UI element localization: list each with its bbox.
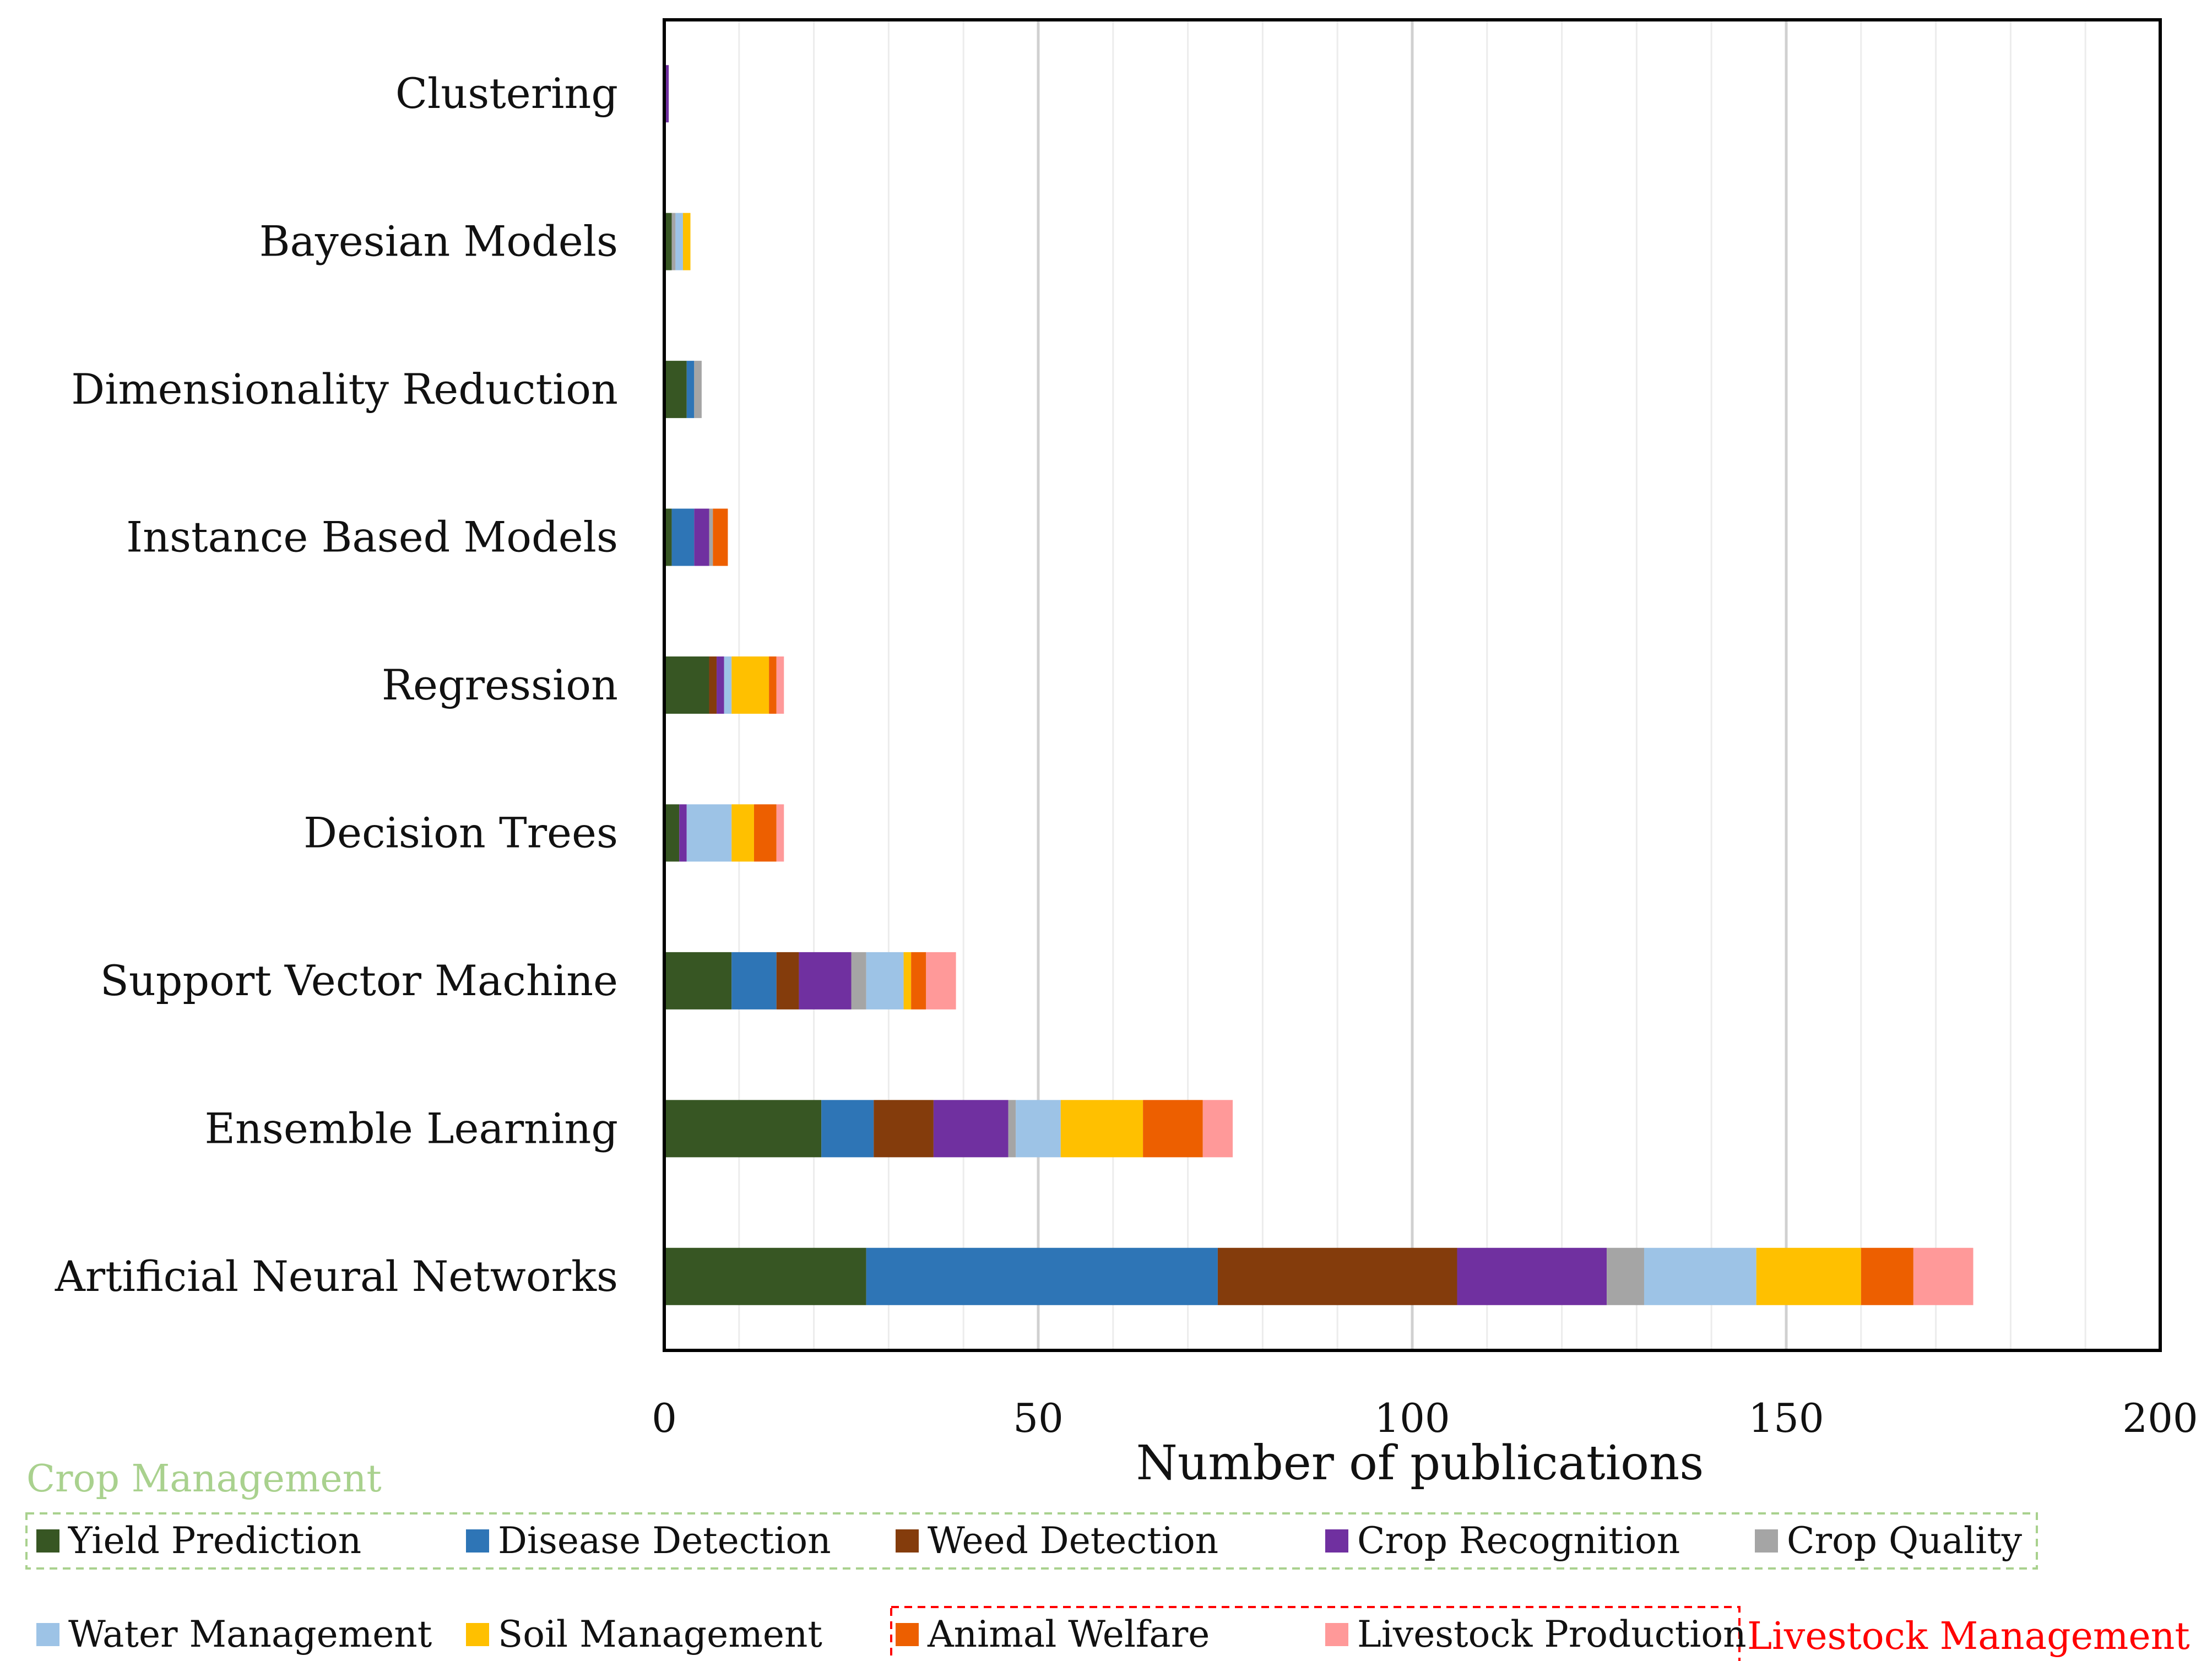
- legend-label-animal-welfare: Animal Welfare: [927, 1613, 1210, 1655]
- bar-bayesian-models-yield-prediction: [664, 213, 672, 270]
- bar-support-vector-machine-disease-detection: [731, 952, 777, 1009]
- category-label: Ensemble Learning: [205, 1104, 619, 1153]
- bar-instance-based-models-crop-quality: [709, 508, 713, 566]
- bar-support-vector-machine-yield-prediction: [664, 952, 732, 1009]
- legend-group-frame-livestock-management: [890, 1606, 1741, 1661]
- legend-group-label-livestock-management: Livestock Management: [1747, 1615, 2190, 1658]
- bar-artificial-neural-networks-soil-management: [1756, 1247, 1861, 1305]
- bar-artificial-neural-networks-disease-detection: [866, 1247, 1218, 1305]
- bar-decision-trees-animal-welfare: [753, 804, 777, 862]
- bar-artificial-neural-networks-weed-detection: [1217, 1247, 1457, 1305]
- bar-instance-based-models-crop-recognition: [694, 508, 709, 566]
- bar-artificial-neural-networks-yield-prediction: [664, 1247, 866, 1305]
- legend-label-disease-detection: Disease Detection: [498, 1519, 831, 1562]
- legend-swatch-yield-prediction: [36, 1529, 59, 1553]
- bar-bayesian-models-water-management: [675, 213, 683, 270]
- x-tick-label: 200: [2122, 1395, 2198, 1441]
- legend-swatch-livestock-production: [1325, 1623, 1348, 1646]
- category-label: Dimensionality Reduction: [71, 365, 618, 414]
- bar-decision-trees-livestock-production: [776, 804, 784, 862]
- grid-lines: [738, 20, 2086, 1350]
- bar-artificial-neural-networks-water-management: [1644, 1247, 1756, 1305]
- bar-dimensionality-reduction-disease-detection: [686, 361, 695, 419]
- bar-support-vector-machine-water-management: [866, 952, 904, 1009]
- bars: [664, 65, 1974, 1305]
- bar-ensemble-learning-disease-detection: [821, 1100, 874, 1158]
- category-label: Instance Based Models: [126, 513, 618, 562]
- category-labels: Artificial Neural Networks Ensemble Learn…: [55, 69, 618, 1301]
- legend-swatch-disease-detection: [466, 1529, 489, 1553]
- bar-clustering-crop-recognition: [664, 65, 669, 123]
- bar-regression-yield-prediction: [664, 656, 709, 714]
- bar-decision-trees-yield-prediction: [664, 804, 680, 862]
- legend-swatch-soil-management: [466, 1623, 489, 1646]
- legend-label-crop-quality: Crop Quality: [1787, 1519, 2023, 1562]
- legend-swatch-weed-detection: [896, 1529, 919, 1553]
- legend-label-soil-management: Soil Management: [498, 1613, 822, 1655]
- legend-label-weed-detection: Weed Detection: [928, 1519, 1218, 1562]
- bar-ensemble-learning-animal-welfare: [1143, 1100, 1203, 1158]
- x-tick-label: 100: [1374, 1395, 1450, 1441]
- bar-ensemble-learning-yield-prediction: [664, 1100, 822, 1158]
- bar-support-vector-machine-livestock-production: [926, 952, 956, 1009]
- x-tick-labels: 0 50 100 150 200: [652, 1395, 2198, 1441]
- bar-support-vector-machine-soil-management: [903, 952, 912, 1009]
- bar-bayesian-models-soil-management: [682, 213, 691, 270]
- category-label: Support Vector Machine: [100, 956, 618, 1005]
- legend: Crop Management Livestock Management Yield…: [25, 1457, 2190, 1661]
- bar-dimensionality-reduction-yield-prediction: [664, 361, 687, 419]
- bar-support-vector-machine-weed-detection: [776, 952, 799, 1009]
- bar-regression-animal-welfare: [769, 656, 777, 714]
- bar-support-vector-machine-crop-recognition: [799, 952, 852, 1009]
- bar-artificial-neural-networks-livestock-production: [1913, 1247, 1974, 1305]
- bar-ensemble-learning-weed-detection: [874, 1100, 934, 1158]
- bar-artificial-neural-networks-crop-quality: [1607, 1247, 1644, 1305]
- legend-label-livestock-production: Livestock Production: [1357, 1613, 1747, 1655]
- x-axis-title: Number of publications: [1136, 1436, 1704, 1491]
- legend-label-crop-recognition: Crop Recognition: [1357, 1519, 1680, 1562]
- bar-ensemble-learning-livestock-production: [1202, 1100, 1233, 1158]
- bar-support-vector-machine-crop-quality: [851, 952, 866, 1009]
- legend-group-frame-crop-management: [25, 1512, 2038, 1570]
- bar-regression-livestock-production: [776, 656, 784, 714]
- bar-regression-crop-recognition: [717, 656, 724, 714]
- plot-frame: [663, 18, 2162, 1352]
- legend-label-water-management: Water Management: [68, 1613, 432, 1655]
- bar-decision-trees-water-management: [686, 804, 732, 862]
- legend-swatch-crop-quality: [1755, 1529, 1778, 1553]
- category-label: Clustering: [395, 69, 618, 118]
- bar-dimensionality-reduction-crop-quality: [694, 361, 702, 419]
- bar-decision-trees-crop-recognition: [679, 804, 687, 862]
- bar-instance-based-models-animal-welfare: [713, 508, 728, 566]
- category-label: Decision Trees: [303, 808, 618, 857]
- category-label: Bayesian Models: [259, 217, 618, 266]
- legend-label-yield-prediction: Yield Prediction: [68, 1519, 361, 1562]
- bar-ensemble-learning-water-management: [1016, 1100, 1061, 1158]
- x-tick-label: 150: [1748, 1395, 1824, 1441]
- legend-swatch-water-management: [36, 1623, 59, 1646]
- x-tick-label: 50: [1013, 1395, 1064, 1441]
- bar-regression-weed-detection: [709, 656, 717, 714]
- bar-artificial-neural-networks-animal-welfare: [1861, 1247, 1913, 1305]
- legend-swatch-crop-recognition: [1325, 1529, 1348, 1553]
- bar-instance-based-models-disease-detection: [671, 508, 695, 566]
- category-label: Artificial Neural Networks: [55, 1252, 618, 1301]
- bar-support-vector-machine-animal-welfare: [911, 952, 926, 1009]
- legend-group-label-crop-management: Crop Management: [26, 1457, 382, 1501]
- bar-decision-trees-soil-management: [731, 804, 754, 862]
- bar-bayesian-models-crop-quality: [671, 213, 676, 270]
- bar-artificial-neural-networks-crop-recognition: [1457, 1247, 1607, 1305]
- bar-regression-soil-management: [731, 656, 769, 714]
- bar-regression-water-management: [724, 656, 732, 714]
- bar-ensemble-learning-soil-management: [1060, 1100, 1143, 1158]
- legend-swatch-animal-welfare: [896, 1623, 919, 1646]
- bar-ensemble-learning-crop-recognition: [933, 1100, 1009, 1158]
- category-label: Regression: [382, 660, 618, 709]
- bar-instance-based-models-yield-prediction: [664, 508, 672, 566]
- bar-ensemble-learning-crop-quality: [1008, 1100, 1016, 1158]
- x-tick-label: 0: [652, 1395, 677, 1441]
